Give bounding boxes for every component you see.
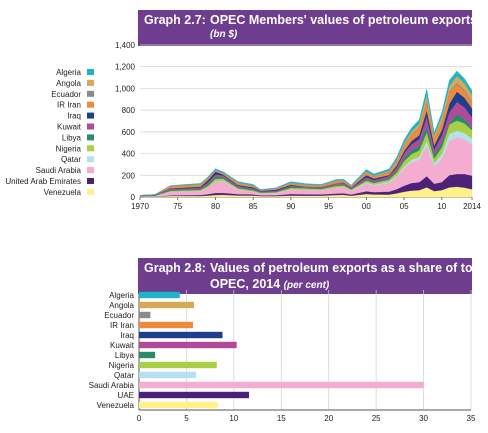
legend-swatch-qatar xyxy=(87,156,94,163)
area-series-algeria xyxy=(139,70,473,196)
x-tick-label: 0 xyxy=(137,414,142,423)
category-label-algeria: Algeria xyxy=(109,291,134,300)
graph-2-7-subtitle: (bn $) xyxy=(210,29,238,40)
x-tick-label: 35 xyxy=(467,414,476,423)
category-label-ecuador: Ecuador xyxy=(104,311,134,320)
category-label-ir-iran: IR Iran xyxy=(110,321,134,330)
legend-swatch-ir-iran xyxy=(87,101,94,108)
legend-label-nigeria: Nigeria xyxy=(56,144,82,153)
graph-2-7-area-chart: 0 200 400 600 800 1,000 1,200 1,400 1970 75 80 85 90… xyxy=(5,41,481,211)
category-label-qatar: Qatar xyxy=(114,371,134,380)
y-tick-label: 1,400 xyxy=(115,41,136,50)
category-label-iraq: Iraq xyxy=(120,331,134,340)
y-tick-label: 200 xyxy=(122,171,136,180)
x-tick-label: 10 xyxy=(437,202,446,211)
x-tick-label: 00 xyxy=(362,202,371,211)
legend-label-kuwait: Kuwait xyxy=(57,123,82,132)
bar-venezuela xyxy=(139,401,218,409)
x-tick-label: 05 xyxy=(400,202,409,211)
bar-ecuador xyxy=(139,311,151,319)
legend-label-qatar: Qatar xyxy=(61,155,81,164)
legend-label-angola: Angola xyxy=(56,79,81,88)
bar-libya xyxy=(139,351,156,359)
bar-nigeria xyxy=(139,361,217,369)
bar-algeria xyxy=(139,291,180,299)
x-tick-label: 20 xyxy=(324,414,333,423)
legend-swatch-iraq xyxy=(87,112,94,119)
x-tick-label: 90 xyxy=(286,202,295,211)
legend-label-iraq: Iraq xyxy=(67,112,81,121)
y-tick-label: 1,000 xyxy=(115,84,136,93)
legend-label-algeria: Algeria xyxy=(56,68,81,77)
x-tick-label: 95 xyxy=(324,202,333,211)
y-tick-label: 800 xyxy=(122,106,136,115)
x-tick-label: 15 xyxy=(277,414,286,423)
category-label-uae: UAE xyxy=(118,391,134,400)
graph-2-8-title-line2: OPEC, 2014 xyxy=(210,277,281,291)
legend-label-saudi-arabia: Saudi Arabia xyxy=(36,166,82,175)
graph-2-7-header: Graph 2.7: OPEC Members' values of petro… xyxy=(138,10,477,46)
legend-swatch-algeria xyxy=(87,69,94,75)
x-tick-label: 85 xyxy=(249,202,258,211)
legend-swatch-angola xyxy=(87,79,94,86)
legend-label-libya: Libya xyxy=(62,133,82,142)
graph-2-7-number: Graph 2.7: xyxy=(144,13,206,27)
legend-swatch-ecuador xyxy=(87,90,94,97)
bar-kuwait xyxy=(139,341,237,349)
legend-swatch-saudi-arabia xyxy=(87,167,94,174)
graph-2-8-header: Graph 2.8: Values of petroleum exports a… xyxy=(138,258,487,294)
bar-angola xyxy=(139,301,195,309)
graph-2-7-title: OPEC Members' values of petroleum export… xyxy=(210,13,477,27)
bar-saudi-arabia xyxy=(139,381,424,389)
category-label-venezuela: Venezuela xyxy=(97,401,135,410)
graph-2-8-subtitle: (per cent) xyxy=(283,280,330,291)
category-label-angola: Angola xyxy=(109,301,134,310)
legend-label-ir-iran: IR Iran xyxy=(57,101,81,110)
bar-qatar xyxy=(139,371,196,379)
y-tick-label: 400 xyxy=(122,150,136,159)
legend-swatch-nigeria xyxy=(87,145,94,152)
graph-2-8-number: Graph 2.8: xyxy=(144,261,206,275)
x-tick-label: 30 xyxy=(419,414,428,423)
legend-swatch-united-arab-emirates xyxy=(87,178,94,184)
x-tick-label: 80 xyxy=(211,202,220,211)
legend-label-venezuela: Venezuela xyxy=(44,188,82,197)
y-tick-label: 1,200 xyxy=(115,63,136,72)
legend-label-ecuador: Ecuador xyxy=(51,90,81,99)
bar-uae xyxy=(139,391,250,399)
graph-2-8-title: Values of petroleum exports as a share o… xyxy=(210,261,488,275)
category-label-libya: Libya xyxy=(115,351,135,360)
legend-swatch-venezuela xyxy=(87,188,94,195)
legend-swatch-libya xyxy=(87,134,94,141)
legend-swatch-kuwait xyxy=(87,123,94,130)
bar-iraq xyxy=(139,331,223,339)
x-tick-label: 1970 xyxy=(131,202,149,211)
legend-label-united-arab-emirates: United Arab Emirates xyxy=(5,177,81,186)
category-label-kuwait: Kuwait xyxy=(110,341,135,350)
category-label-nigeria: Nigeria xyxy=(109,361,135,370)
x-tick-label: 25 xyxy=(372,414,381,423)
y-tick-label: 600 xyxy=(122,128,136,137)
x-tick-label: 5 xyxy=(184,414,189,423)
x-tick-label: 75 xyxy=(173,202,182,211)
bar-ir-iran xyxy=(139,321,194,329)
category-label-saudi-arabia: Saudi Arabia xyxy=(89,381,135,390)
y-tick-label: 0 xyxy=(131,193,136,202)
x-tick-label: 10 xyxy=(229,414,238,423)
x-tick-label: 2014 xyxy=(463,202,481,211)
